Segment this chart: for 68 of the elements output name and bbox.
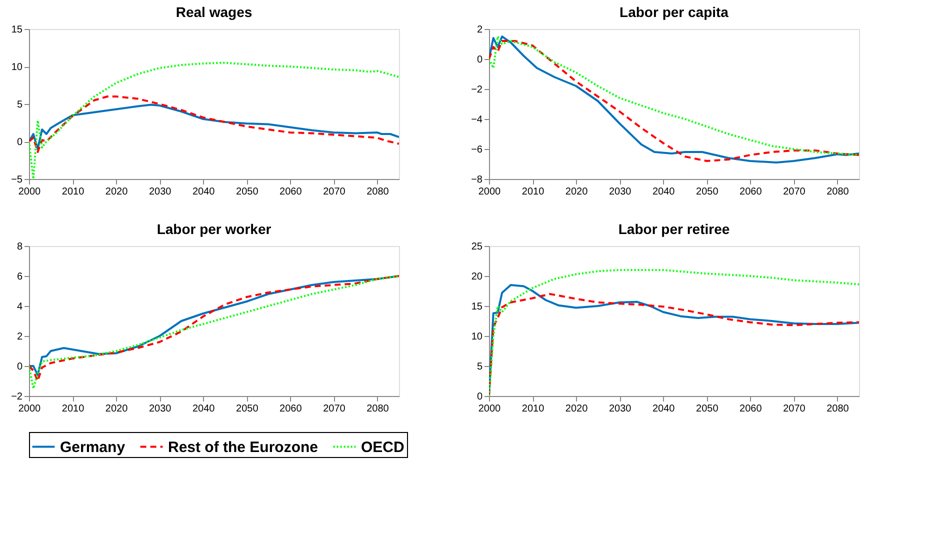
y-tick-label: −4 — [471, 114, 483, 126]
y-tick-label: 4 — [16, 302, 23, 312]
x-tick-label: 2010 — [522, 404, 545, 414]
legend-label: Germany — [60, 438, 126, 456]
x-tick-label: 2070 — [783, 404, 806, 414]
y-tick-label: 8 — [16, 242, 23, 252]
y-tick-label: 10 — [11, 62, 23, 73]
y-tick-label: 0 — [476, 392, 483, 402]
x-tick-label: 2060 — [740, 186, 762, 198]
y-tick-label: 10 — [471, 332, 483, 342]
y-tick-label: 6 — [16, 272, 23, 282]
x-tick-label: 2000 — [18, 404, 42, 414]
legend-label: OECD — [361, 438, 405, 456]
y-tick-label: 5 — [16, 100, 23, 110]
x-tick-label: 2010 — [62, 404, 85, 414]
x-tick-label: 2000 — [478, 186, 502, 198]
x-tick-label: 2000 — [18, 186, 42, 198]
x-tick-label: 2070 — [323, 186, 346, 198]
y-tick-label: −2 — [471, 84, 483, 96]
x-tick-label: 2060 — [740, 404, 762, 414]
x-tick-label: 2050 — [696, 186, 719, 198]
x-tick-label: 2080 — [826, 186, 850, 198]
x-tick-label: 2040 — [652, 404, 676, 414]
legend-label: Rest of the Eurozone — [168, 438, 318, 456]
y-tick-label: 0 — [16, 362, 23, 372]
x-tick-label: 2010 — [62, 186, 85, 198]
chart-title: Labor per worker — [156, 221, 272, 237]
y-tick-label: 15 — [11, 24, 23, 36]
x-tick-label: 2020 — [105, 404, 128, 414]
x-tick-label: 2030 — [148, 404, 172, 414]
y-tick-label: 2 — [16, 332, 23, 342]
x-tick-label: 2080 — [826, 404, 850, 414]
x-tick-label: 2040 — [652, 186, 676, 198]
y-tick-label: 5 — [476, 362, 483, 372]
x-tick-label: 2020 — [565, 186, 588, 198]
x-tick-label: 2060 — [280, 186, 302, 198]
y-tick-label: −6 — [471, 144, 483, 156]
x-tick-label: 2040 — [192, 404, 216, 414]
x-tick-label: 2070 — [323, 404, 346, 414]
x-tick-label: 2000 — [478, 404, 502, 414]
y-tick-label: −2 — [11, 392, 23, 402]
line-series — [29, 96, 399, 153]
x-tick-label: 2010 — [522, 186, 545, 198]
chart-title: Labor per capita — [620, 4, 729, 20]
y-tick-label: −5 — [11, 174, 23, 186]
y-tick-label: 25 — [471, 242, 483, 252]
x-tick-label: 2080 — [366, 404, 390, 414]
x-tick-label: 2030 — [148, 186, 172, 198]
x-tick-label: 2050 — [236, 404, 259, 414]
x-tick-label: 2070 — [783, 186, 806, 198]
y-tick-label: 15 — [471, 302, 483, 312]
x-tick-label: 2020 — [105, 186, 128, 198]
x-tick-label: 2060 — [280, 404, 302, 414]
y-tick-label: 2 — [476, 24, 483, 36]
x-tick-label: 2080 — [366, 186, 390, 198]
y-tick-label: 0 — [476, 54, 483, 66]
chart-title: Labor per retiree — [618, 221, 730, 237]
y-tick-label: 20 — [471, 272, 483, 282]
x-tick-label: 2050 — [236, 186, 259, 198]
y-tick-label: 0 — [16, 137, 23, 148]
y-tick-label: −8 — [471, 174, 483, 186]
x-tick-label: 2040 — [192, 186, 216, 198]
x-tick-label: 2030 — [608, 404, 632, 414]
x-tick-label: 2050 — [696, 404, 719, 414]
x-tick-label: 2030 — [608, 186, 632, 198]
x-tick-label: 2020 — [565, 404, 588, 414]
line-series — [29, 104, 399, 150]
chart-title: Real wages — [176, 4, 252, 20]
